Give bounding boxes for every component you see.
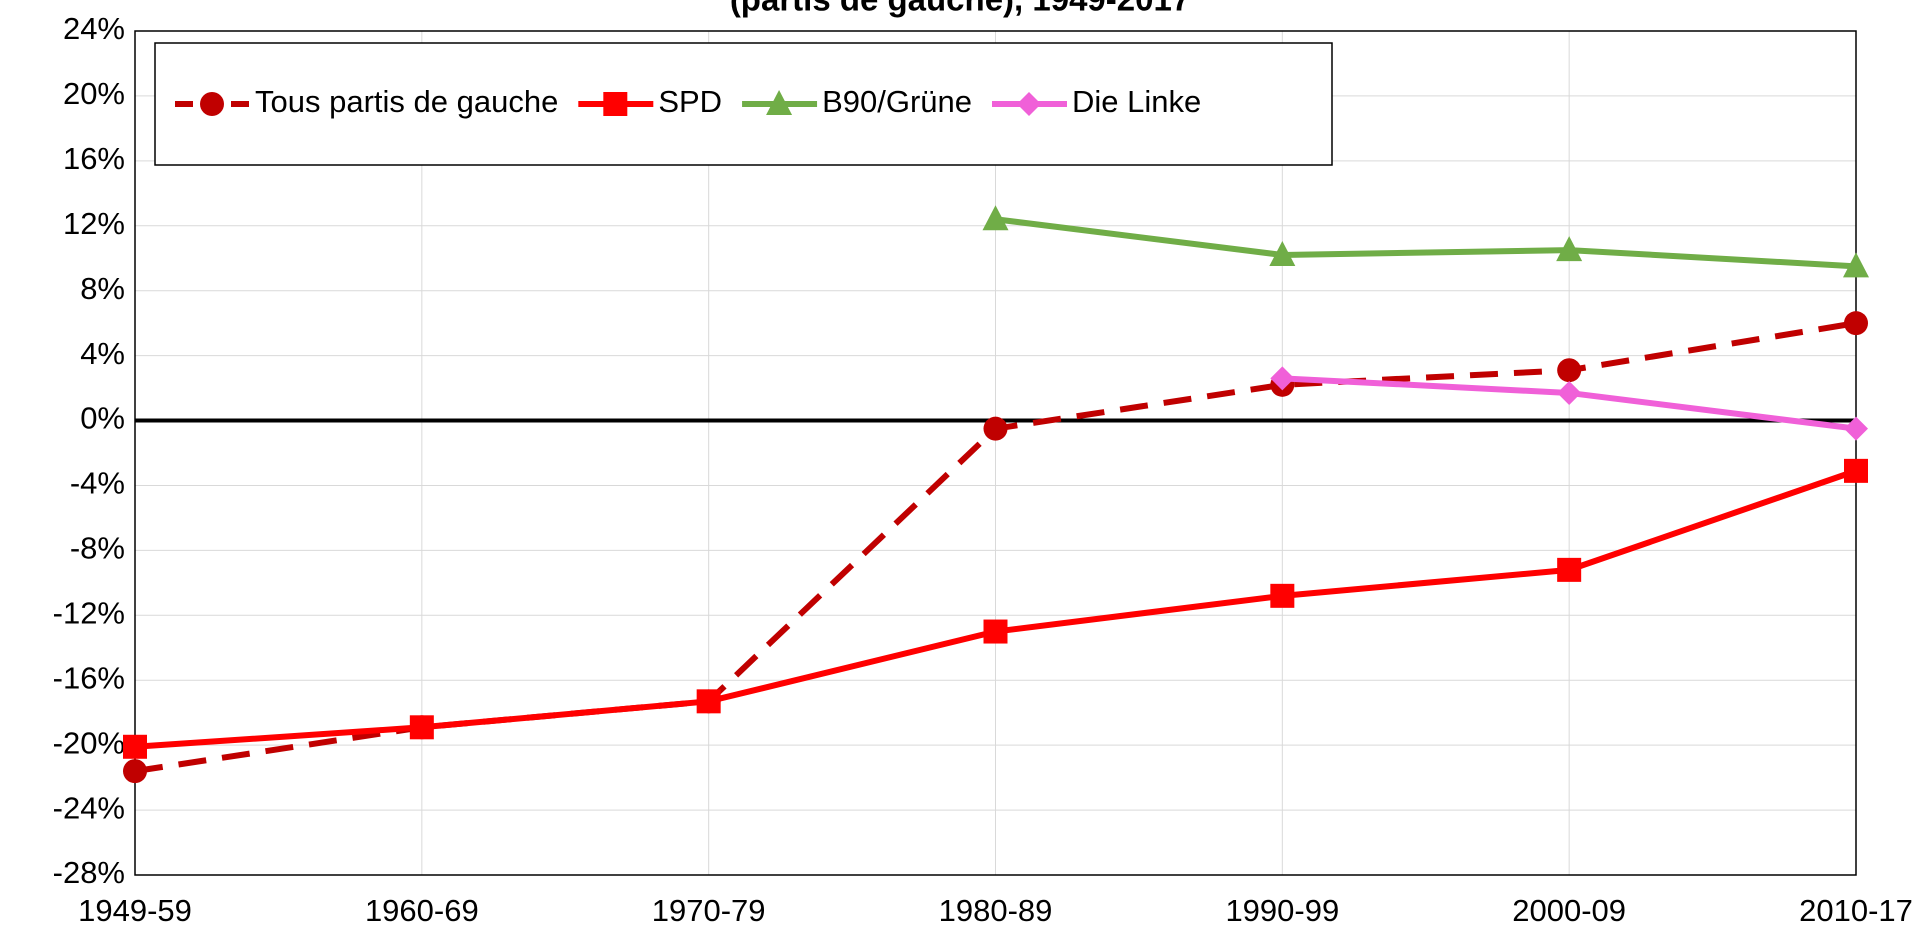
marker [1844,416,1868,441]
marker [982,205,1009,231]
y-tick-label: 24% [63,11,125,46]
legend-label: Tous partis de gauche [255,84,558,119]
legend-label: Die Linke [1072,84,1201,119]
chart-title: (partis de gauche), 1949-2017 [730,0,1190,18]
legend-label: B90/Grüne [822,84,972,119]
marker [1844,458,1868,483]
marker [1270,583,1295,608]
y-tick-label: -4% [70,466,125,501]
y-tick-label: 8% [80,271,125,306]
x-tick-label: 1960-69 [365,893,479,928]
y-tick-label: 0% [80,401,125,436]
y-tick-label: -24% [53,790,125,825]
marker [1557,557,1582,582]
x-tick-label: 1970-79 [652,893,766,928]
marker [1844,311,1868,336]
y-tick-label: -20% [53,725,125,760]
marker [1556,236,1583,262]
marker [983,619,1008,644]
plot-border [134,30,1857,876]
marker [603,92,628,116]
marker [1270,366,1295,391]
marker [1557,358,1582,383]
marker [766,90,793,115]
marker [1843,252,1869,278]
marker [696,689,721,714]
series-line [995,216,1857,270]
y-tick-label: -16% [53,660,125,695]
x-tick-label: 1990-99 [1225,893,1339,928]
marker [1557,380,1582,405]
y-tick-label: -12% [53,595,125,630]
x-tick-label: 1980-89 [939,893,1053,928]
marker [200,92,224,116]
y-tick-label: -8% [70,531,125,566]
marker [983,416,1008,441]
x-tick-label: 2010-17 [1799,893,1913,928]
x-tick-label: 1949-59 [78,893,192,928]
y-tick-label: 4% [80,336,125,371]
marker [1269,240,1296,266]
y-tick-label: -28% [53,855,125,890]
marker [123,759,147,784]
marker [1017,92,1041,116]
legend-label: SPD [658,84,722,119]
y-tick-label: 16% [63,141,125,176]
y-tick-label: 12% [63,206,125,241]
y-tick-label: 20% [63,76,125,111]
marker [123,734,147,759]
marker [409,715,434,740]
x-tick-label: 2000-09 [1512,893,1626,928]
